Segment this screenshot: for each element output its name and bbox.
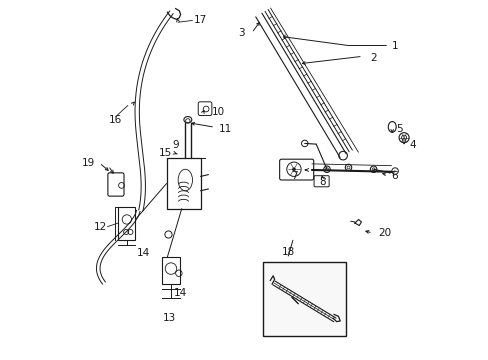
Text: 15: 15 bbox=[159, 148, 172, 158]
Text: 18: 18 bbox=[281, 247, 294, 257]
Circle shape bbox=[325, 168, 328, 171]
Text: 10: 10 bbox=[211, 107, 224, 117]
Text: 17: 17 bbox=[193, 15, 206, 26]
Text: 4: 4 bbox=[408, 140, 415, 150]
Text: 12: 12 bbox=[94, 222, 107, 231]
Text: 5: 5 bbox=[396, 124, 402, 134]
Text: 7: 7 bbox=[290, 171, 297, 181]
Text: 8: 8 bbox=[319, 177, 325, 187]
Bar bbox=[263, 262, 345, 336]
Circle shape bbox=[292, 168, 294, 170]
Circle shape bbox=[371, 168, 374, 171]
Bar bbox=[162, 257, 180, 284]
Text: 14: 14 bbox=[137, 248, 150, 258]
Text: 1: 1 bbox=[391, 41, 397, 50]
Text: 20: 20 bbox=[377, 228, 390, 238]
Text: 9: 9 bbox=[172, 140, 179, 150]
Text: 3: 3 bbox=[237, 28, 244, 38]
Text: 16: 16 bbox=[108, 116, 122, 126]
Text: 19: 19 bbox=[81, 158, 95, 168]
Text: 2: 2 bbox=[369, 53, 376, 63]
Circle shape bbox=[346, 166, 349, 169]
Bar bbox=[166, 158, 200, 209]
Text: 13: 13 bbox=[162, 313, 176, 323]
Text: 6: 6 bbox=[391, 171, 397, 181]
Bar bbox=[118, 207, 135, 239]
Text: 11: 11 bbox=[218, 124, 231, 134]
Text: 14: 14 bbox=[173, 288, 186, 298]
